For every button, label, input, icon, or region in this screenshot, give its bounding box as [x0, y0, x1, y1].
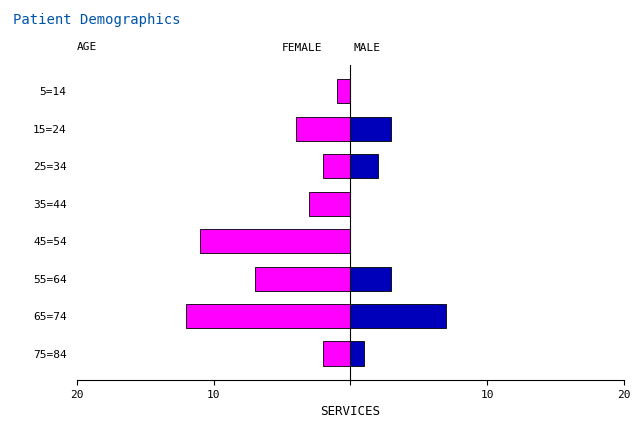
- Bar: [350, 154, 378, 178]
- Bar: [296, 117, 350, 141]
- Bar: [323, 341, 350, 366]
- Bar: [323, 154, 350, 178]
- Bar: [350, 117, 392, 141]
- Bar: [255, 267, 350, 291]
- Text: Patient Demographics: Patient Demographics: [13, 13, 180, 27]
- Text: AGE: AGE: [77, 42, 97, 52]
- Bar: [337, 79, 350, 104]
- Bar: [350, 341, 364, 366]
- Bar: [309, 191, 350, 216]
- Bar: [350, 304, 446, 328]
- Bar: [186, 304, 350, 328]
- Bar: [350, 267, 392, 291]
- Text: FEMALE: FEMALE: [282, 43, 322, 53]
- Bar: [200, 229, 350, 254]
- X-axis label: SERVICES: SERVICES: [320, 406, 381, 419]
- Text: MALE: MALE: [353, 43, 380, 53]
